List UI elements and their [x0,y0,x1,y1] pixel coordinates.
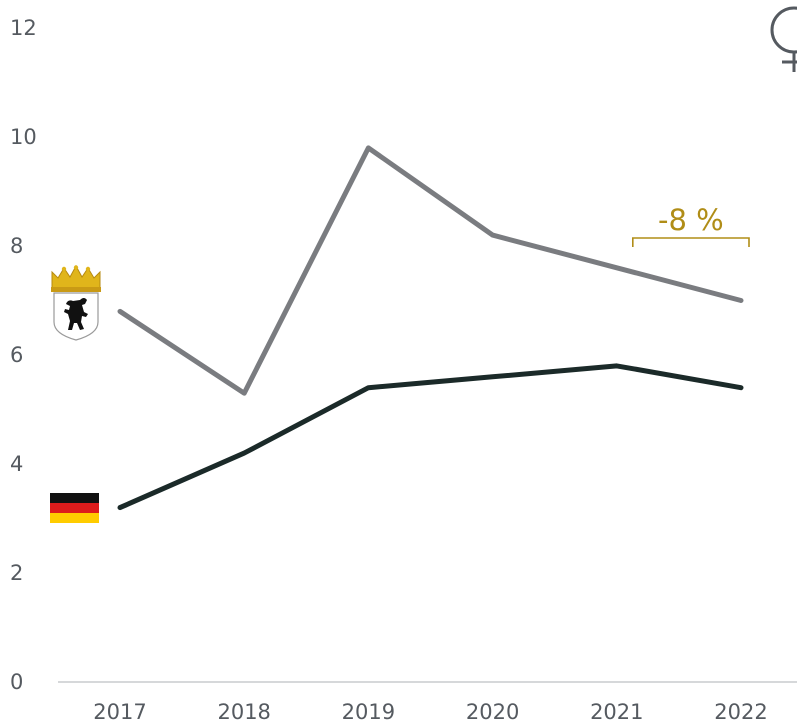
berlin-coat-of-arms-icon [51,264,101,341]
y-tick-label: 12 [10,16,37,40]
x-tick-label: 2019 [342,700,395,722]
change-annotation: -8 % [632,203,750,247]
annotation-label: -8 % [658,203,724,237]
female-symbol-icon [770,6,797,72]
y-tick-label: 2 [10,561,23,585]
y-tick-label: 10 [10,125,37,149]
x-tick-label: 2021 [590,700,643,722]
y-tick-label: 6 [10,343,23,367]
x-tick-label: 2020 [466,700,519,722]
y-axis-ticks: 0 2 4 6 8 10 12 [10,16,37,694]
y-tick-label: 0 [10,670,23,694]
annotation-bracket [632,237,750,247]
x-tick-label: 2022 [714,700,767,722]
y-tick-label: 8 [10,234,23,258]
x-tick-label: 2018 [217,700,270,722]
x-axis-ticks: 2017 2018 2019 2020 2021 2022 [93,700,767,722]
y-tick-label: 4 [10,452,23,476]
series-line-germany [117,363,744,511]
x-tick-label: 2017 [93,700,146,722]
series-line-berlin [117,145,744,396]
series-lines [117,145,744,511]
germany-flag-icon [50,493,99,523]
